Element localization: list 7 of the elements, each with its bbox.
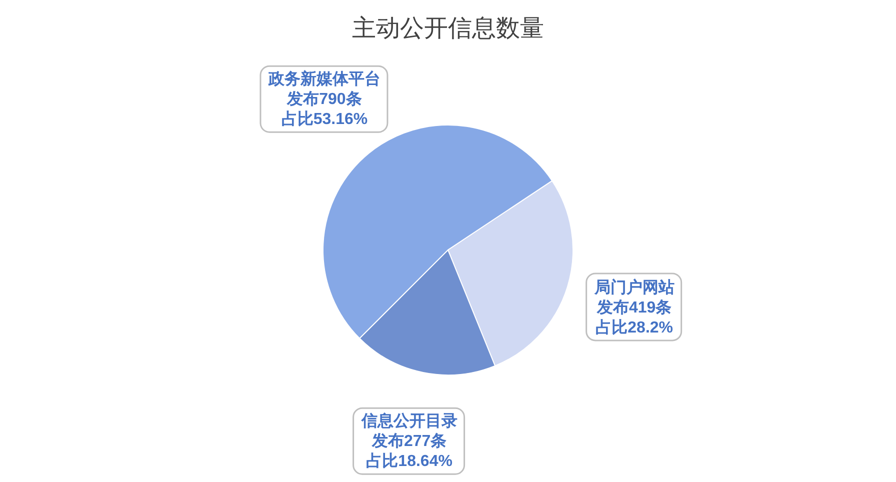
chart-title: 主动公开信息数量 xyxy=(352,14,544,42)
slice-label: 局门户网站 xyxy=(593,277,674,296)
data-label: 发布419条占比28.2% xyxy=(596,298,674,336)
data-label: 发布790条占比53.16% xyxy=(281,90,368,128)
data-label: 发布277条占比18.64% xyxy=(366,432,452,470)
slice-label: 信息公开目录 xyxy=(360,412,458,430)
slice-label: 政务新媒体平台 xyxy=(267,70,380,88)
